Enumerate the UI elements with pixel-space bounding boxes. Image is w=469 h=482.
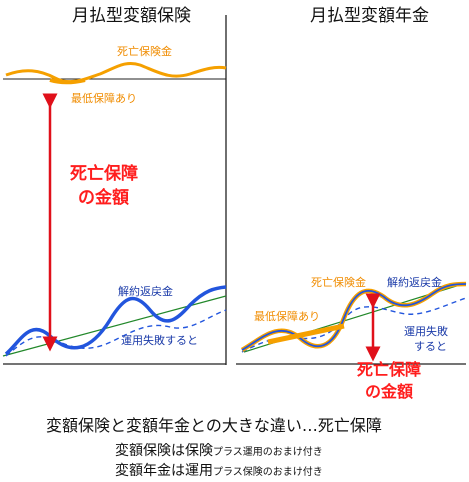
left-surrender-value-label: 解約返戻金 — [118, 285, 173, 298]
summary-headline: 変額保険と変額年金との大きな違い…死亡保障 — [46, 416, 382, 435]
summary-line-insurance-small: プラス運用のおまけ付き — [213, 447, 323, 458]
summary-line-annuity-main: 変額年金は運用 — [115, 463, 213, 479]
right-minimum-guarantee-label: 最低保障あり — [254, 310, 320, 323]
right-death-guarantee-label-line2: の金額 — [365, 382, 414, 401]
left-death-guarantee-label-line1: 死亡保障 — [70, 164, 138, 184]
right-surrender-value-curve — [241, 283, 467, 351]
left-death-benefit-label: 死亡保険金 — [117, 45, 172, 58]
left-panel-graphic — [2, 15, 227, 365]
right-death-benefit-label: 死亡保険金 — [311, 276, 366, 289]
summary-line-insurance-main: 変額保険は保険 — [115, 443, 213, 459]
left-death-guarantee-label-line2: の金額 — [78, 188, 129, 208]
left-panel-title: 月払型変額保険 — [72, 6, 191, 26]
left-investment-failure-curve — [5, 309, 227, 357]
right-minimum-guarantee-highlight — [267, 323, 345, 345]
summary-line-insurance: 変額保険は保険プラス運用のおまけ付き — [115, 442, 323, 458]
right-death-guarantee-label-line1: 死亡保障 — [357, 360, 422, 379]
summary-line-annuity: 変額年金は運用プラス保険のおまけ付き — [115, 462, 323, 478]
right-panel-graphic — [236, 281, 467, 365]
right-investment-failure-label-line2: すると — [414, 340, 447, 353]
left-investment-failure-label: 運用失敗すると — [121, 334, 198, 347]
left-minimum-guarantee-highlight — [49, 78, 86, 85]
left-death-benefit-curve — [5, 61, 227, 84]
summary-line-annuity-small: プラス保険のおまけ付き — [213, 467, 323, 478]
right-surrender-value-label: 解約返戻金 — [387, 276, 442, 289]
right-investment-failure-label-line1: 運用失敗 — [404, 325, 448, 338]
left-minimum-guarantee-label: 最低保障あり — [71, 92, 137, 105]
right-panel-title: 月払型変額年金 — [310, 6, 429, 26]
